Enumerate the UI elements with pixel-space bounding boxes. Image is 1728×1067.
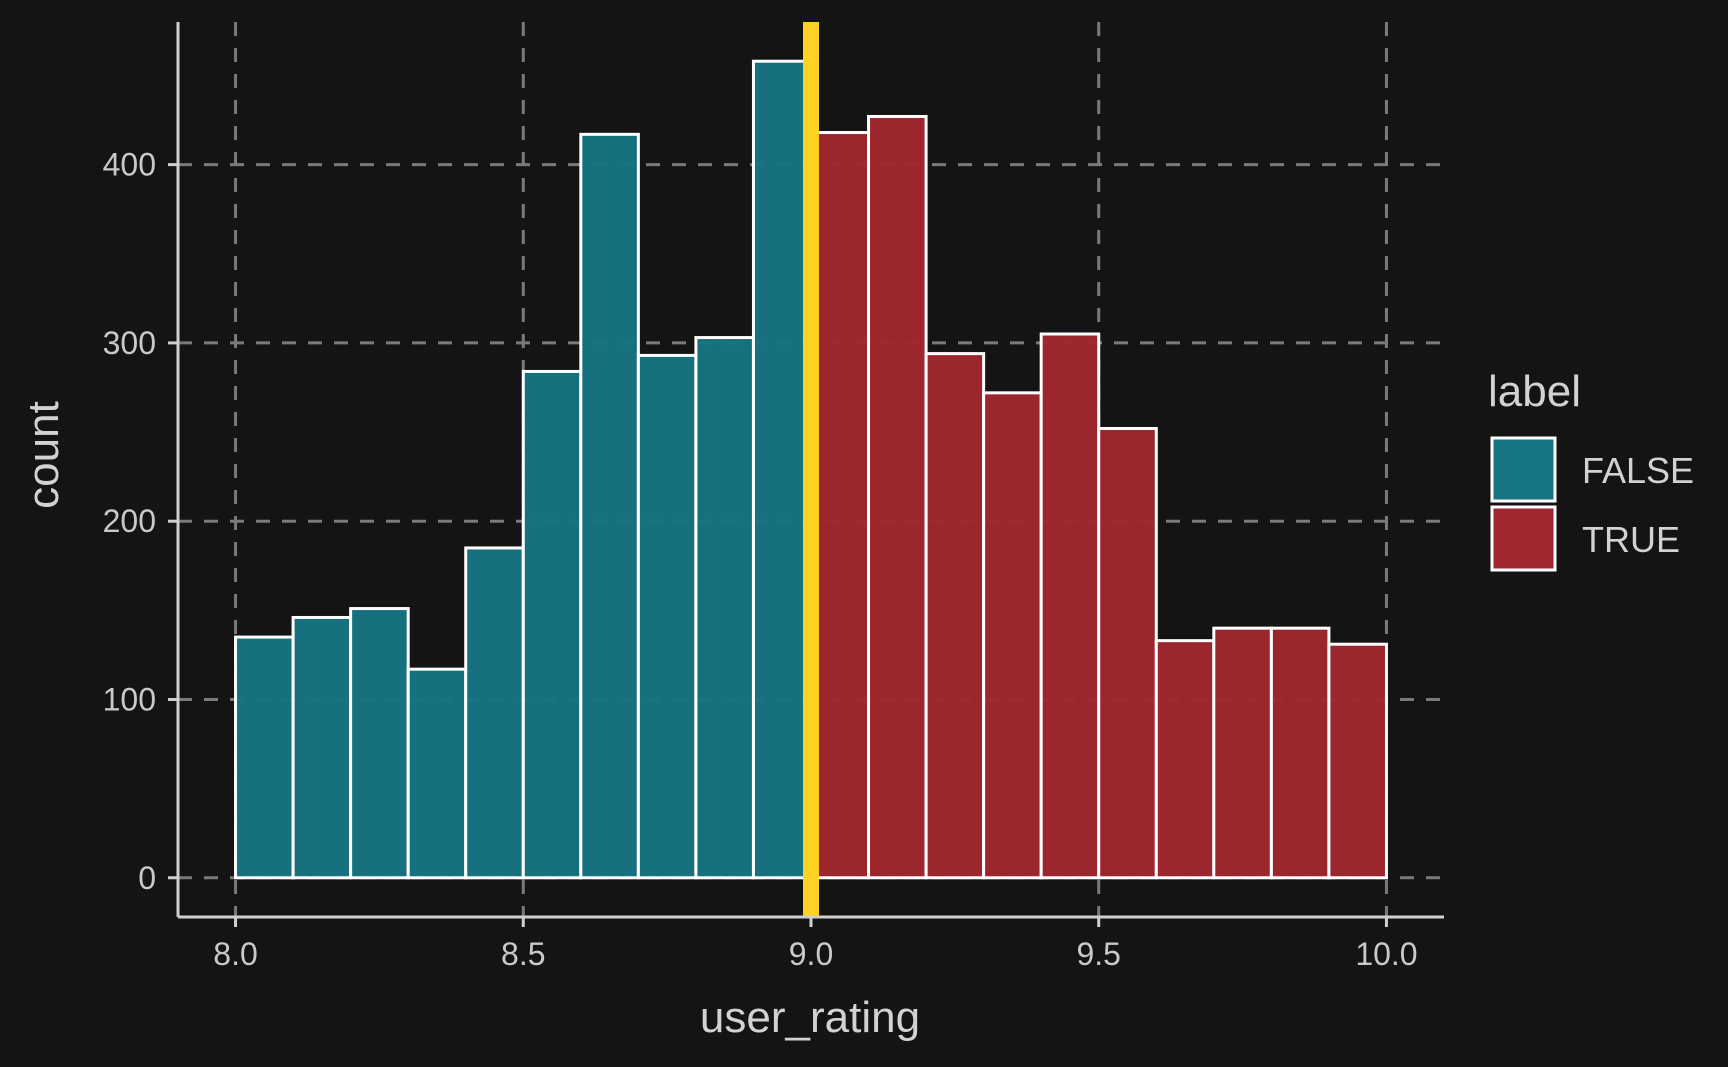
histogram-bar	[349, 607, 410, 880]
histogram-bar	[751, 59, 813, 880]
histogram-bar	[1154, 639, 1216, 880]
histogram-bar	[234, 635, 295, 880]
x-tick-label: 9.0	[789, 936, 833, 972]
histogram-bar	[1097, 426, 1158, 880]
legend-label-false: FALSE	[1582, 450, 1694, 491]
legend-swatch-false	[1490, 436, 1557, 503]
legend: label FALSE TRUE	[1488, 367, 1694, 572]
legend-label-true: TRUE	[1582, 519, 1680, 560]
y-tick-label: 0	[138, 860, 156, 896]
x-tick-label: 10.0	[1355, 936, 1417, 972]
histogram-bar	[809, 131, 871, 880]
histogram-bar	[579, 132, 640, 880]
x-tick-label: 9.5	[1076, 936, 1120, 972]
histogram-bar	[1212, 626, 1273, 880]
y-tick-label: 200	[103, 503, 156, 539]
y-axis-title: count	[19, 401, 68, 509]
y-tick-label: 400	[103, 147, 156, 183]
histogram-bar	[521, 369, 583, 880]
histogram-bar	[982, 391, 1043, 880]
x-tick-label: 8.0	[213, 936, 257, 972]
x-tick-label: 8.5	[501, 936, 545, 972]
histogram-bar	[406, 667, 468, 880]
histogram-bar	[867, 114, 928, 880]
y-tick-label: 100	[103, 681, 156, 717]
histogram-bars	[234, 59, 1388, 880]
histogram-bar	[694, 336, 755, 880]
histogram-bar	[1327, 642, 1388, 880]
histogram-bar	[1269, 626, 1331, 880]
histogram-bar	[291, 615, 353, 880]
x-axis-title: user_rating	[700, 993, 920, 1042]
legend-swatch-true	[1490, 505, 1557, 572]
y-tick-label: 300	[103, 325, 156, 361]
tick-labels: 8.0 8.5 9.0 9.5 10.0 0 100 200 300 400	[103, 147, 1418, 972]
histogram-bar	[636, 353, 698, 880]
histogram-bar	[924, 352, 986, 880]
histogram-bar	[464, 546, 525, 880]
histogram-bar	[1039, 332, 1101, 880]
legend-title: label	[1488, 367, 1581, 416]
